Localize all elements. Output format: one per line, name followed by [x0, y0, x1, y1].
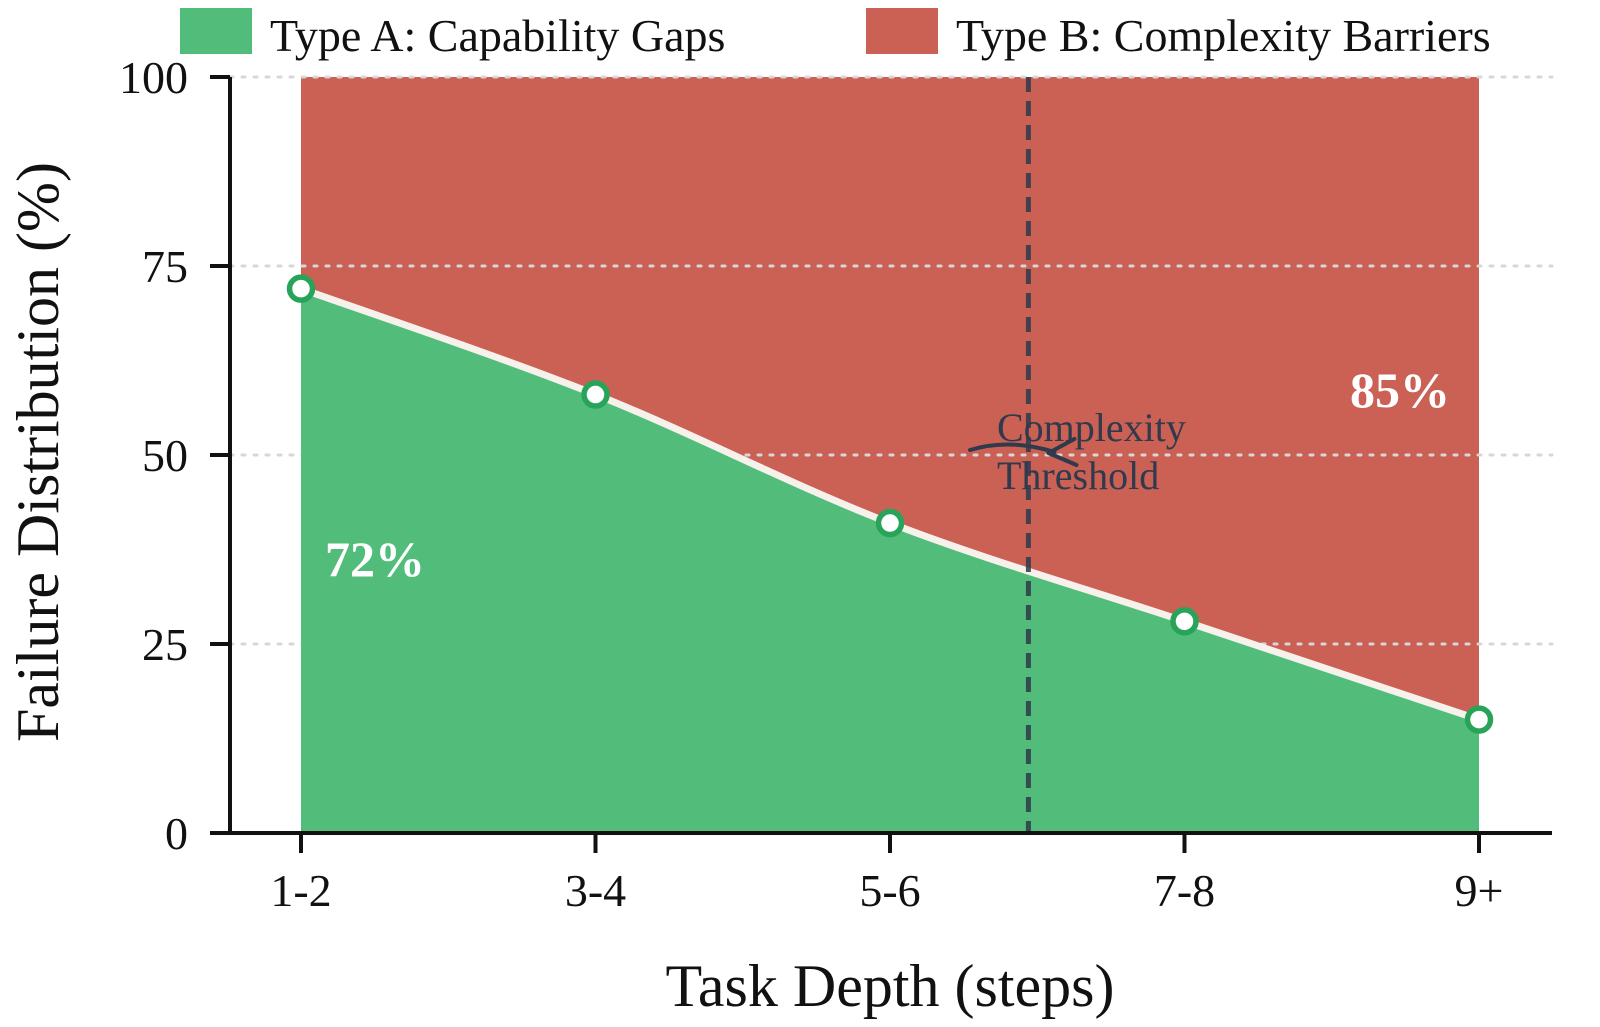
threshold-label-line-2: Threshold: [997, 453, 1159, 498]
type-a-point-5-6: [875, 508, 905, 538]
type-a-area-label: 72%: [325, 531, 425, 587]
type-a-point-1-2: [286, 274, 316, 303]
threshold-label-line-1: Complexity: [997, 405, 1186, 450]
type-a-markers: [286, 274, 1494, 734]
y-axis-title: Failure Distribution (%): [5, 162, 71, 742]
type-b-area-label: 85%: [1350, 362, 1450, 418]
legend-swatch-type-b: [866, 8, 938, 54]
legend: Type A: Capability Gaps Type B: Complexi…: [180, 8, 1491, 61]
type-a-point-7-8: [1170, 607, 1199, 636]
y-tick-label-100: 100: [119, 52, 188, 103]
y-tick-label-75: 75: [142, 241, 188, 292]
x-tick-label-3-4: 3-4: [565, 865, 626, 916]
type-a-point-3-4: [581, 380, 610, 409]
plot-area: 0 25 50 75 100 1-2 3-4 5-6 7-8 9+: [119, 52, 1554, 916]
y-tick-label-25: 25: [142, 619, 188, 670]
x-tick-label-7-8: 7-8: [1154, 865, 1215, 916]
type-a-point-9+: [1464, 705, 1494, 734]
x-axis-title: Task Depth (steps): [665, 953, 1114, 1019]
axes: 0 25 50 75 100 1-2 3-4 5-6 7-8 9+: [119, 52, 1552, 916]
type-a-area: [301, 288, 1479, 833]
threshold-arrow: [968, 437, 1079, 467]
y-tick-label-0: 0: [165, 808, 188, 859]
legend-label-type-b: Type B: Complexity Barriers: [956, 10, 1491, 61]
threshold-arrow-shaft: [968, 442, 1057, 454]
x-tick-label-5-6: 5-6: [859, 865, 920, 916]
threshold-arrow-head: [1046, 437, 1079, 467]
y-tick-label-50: 50: [142, 430, 188, 481]
x-tick-label-9+: 9+: [1455, 865, 1504, 916]
complexity-threshold-annotation: Complexity Threshold: [997, 405, 1186, 498]
legend-label-type-a: Type A: Capability Gaps: [270, 10, 725, 61]
legend-swatch-type-a: [180, 8, 252, 54]
x-tick-label-1-2: 1-2: [270, 865, 331, 916]
